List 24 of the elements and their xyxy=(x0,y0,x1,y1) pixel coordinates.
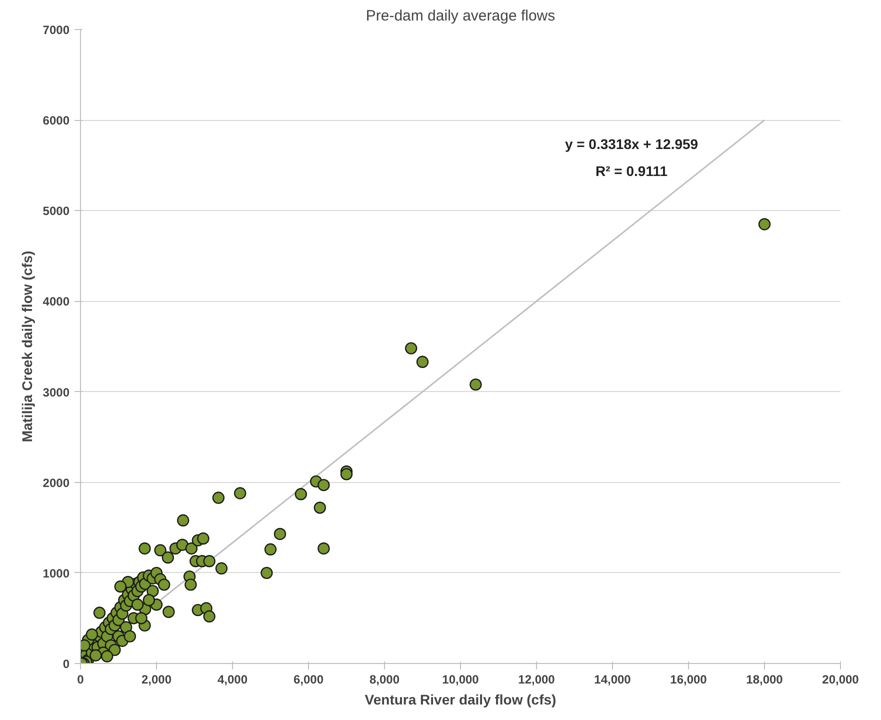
chart-title: Pre-dam daily average flows xyxy=(366,8,556,24)
y-axis-title: Matilija Creek daily flow (cfs) xyxy=(18,250,35,442)
x-tick-label: 0 xyxy=(77,672,84,686)
y-tick-label: 5000 xyxy=(42,204,70,218)
x-axis-title: Ventura River daily flow (cfs) xyxy=(364,692,556,708)
x-tick-label: 8,000 xyxy=(369,672,400,686)
x-tick-label: 20,000 xyxy=(822,672,860,686)
x-tick-label: 18,000 xyxy=(746,672,784,686)
x-tick-label: 2,000 xyxy=(141,672,172,686)
annotation: R² = 0.9111 xyxy=(596,162,668,179)
y-tick-label: 2000 xyxy=(42,476,70,490)
x-tick-label: 16,000 xyxy=(670,672,708,686)
x-tick-label: 4,000 xyxy=(217,672,248,686)
annotation: y = 0.3318x + 12.959 xyxy=(564,136,698,152)
y-tick-label: 0 xyxy=(62,657,70,671)
x-tick-label: 6,000 xyxy=(293,672,324,686)
y-tick-label: 3000 xyxy=(42,385,70,400)
y-tick-label: 7000 xyxy=(42,23,70,37)
y-tick-label: 1000 xyxy=(42,566,70,580)
x-tick-label: 10,000 xyxy=(442,672,480,686)
y-tick-label: 4000 xyxy=(42,294,70,309)
x-tick-label: 14,000 xyxy=(594,672,632,686)
x-tick-label: 12,000 xyxy=(518,672,556,686)
y-tick-label: 6000 xyxy=(42,114,70,128)
